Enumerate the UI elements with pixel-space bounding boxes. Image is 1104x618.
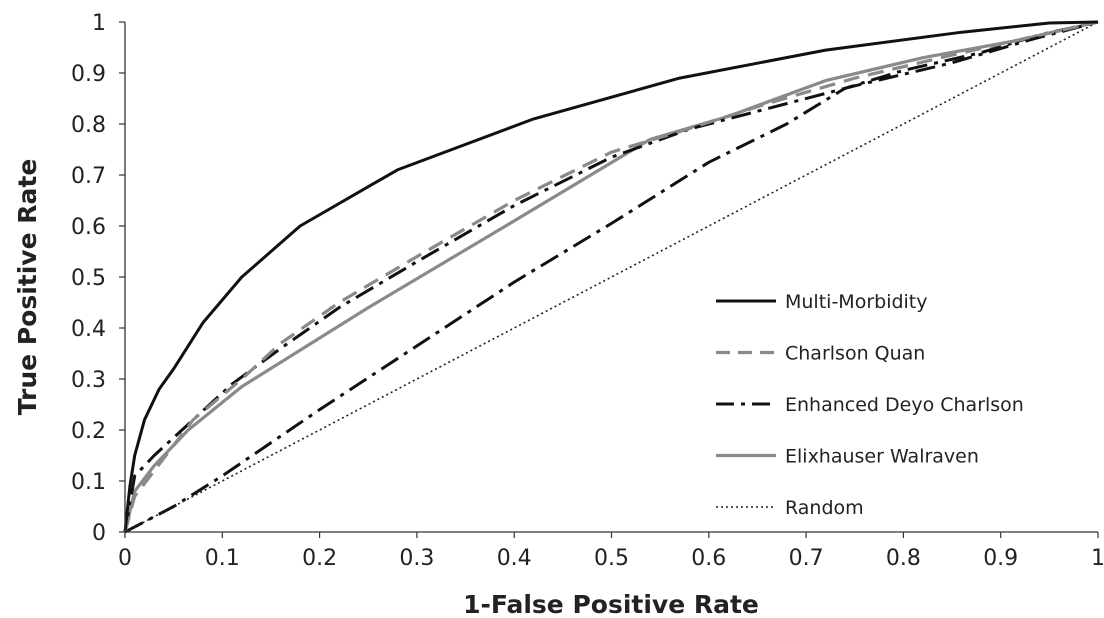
series-line-elixhauser-walraven — [123, 20, 1099, 533]
x-tick-label: 1 — [1091, 546, 1104, 571]
x-tick-label: 0.5 — [594, 546, 629, 571]
x-tick-label: 0.4 — [497, 546, 532, 571]
x-tick-label: 0.6 — [691, 546, 726, 571]
y-tick-label: 0.1 — [71, 470, 106, 495]
legend-label: Multi-Morbidity — [785, 291, 928, 313]
y-tick-label: 0.6 — [71, 215, 106, 240]
legend-label: Charlson Quan — [785, 343, 925, 365]
y-tick-label: 1 — [92, 11, 106, 36]
x-tick-label: 0.1 — [205, 546, 240, 571]
y-tick-label: 0.9 — [71, 62, 106, 87]
series-line-unlabeled-5 — [124, 20, 1099, 534]
y-tick-label: 0.4 — [71, 317, 106, 342]
series-line-multi-morbidity — [123, 20, 1099, 533]
x-tick-label: 0.7 — [789, 546, 824, 571]
x-tick-label: 0.8 — [886, 546, 921, 571]
y-tick-label: 0.3 — [71, 368, 106, 393]
legend-label: Random — [785, 497, 864, 519]
x-tick-label: 0.9 — [983, 546, 1018, 571]
y-tick-label: 0 — [92, 521, 106, 546]
y-tick-label: 0.5 — [71, 266, 106, 291]
tick-labels: 0 0.1 0.2 0.3 0.4 0.5 0.6 0.7 0.8 0.9 1 0 0.1 0.2 0.3 0… — [71, 11, 1104, 571]
y-tick-label: 0.7 — [71, 164, 106, 189]
y-axis-title: True Positive Rate — [13, 159, 42, 416]
series-line-charlson-quan — [123, 20, 1099, 533]
legend-label: Elixhauser Walraven — [785, 446, 979, 468]
series-line-enhanced-deyo-charlson — [123, 20, 1099, 533]
x-axis-title: 1-False Positive Rate — [463, 590, 759, 618]
y-tick-label: 0.8 — [71, 113, 106, 138]
legend: Multi-Morbidity Charlson Quan Enhanced Dey… — [716, 291, 1024, 519]
x-tick-label: 0.2 — [302, 546, 337, 571]
y-tick-label: 0.2 — [71, 419, 106, 444]
x-tick-label: 0.3 — [399, 546, 434, 571]
legend-label: Enhanced Deyo Charlson — [785, 394, 1024, 416]
plot-lines — [123, 20, 1099, 534]
series-line-random — [124, 21, 1099, 533]
x-tick-label: 0 — [118, 546, 132, 571]
axes — [119, 21, 1099, 538]
